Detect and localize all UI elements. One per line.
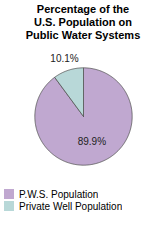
svg-text:10.1%: 10.1% xyxy=(50,52,78,63)
html-text:Percentage of the U.S. Populat: Percentage of the U.S. Population on Pub… xyxy=(25,3,141,42)
svg-text:89.9%: 89.9% xyxy=(78,136,106,147)
html-text:Private Well Population: Private Well Population xyxy=(19,200,123,212)
html-text:P.W.S. Population: P.W.S. Population xyxy=(19,188,99,200)
